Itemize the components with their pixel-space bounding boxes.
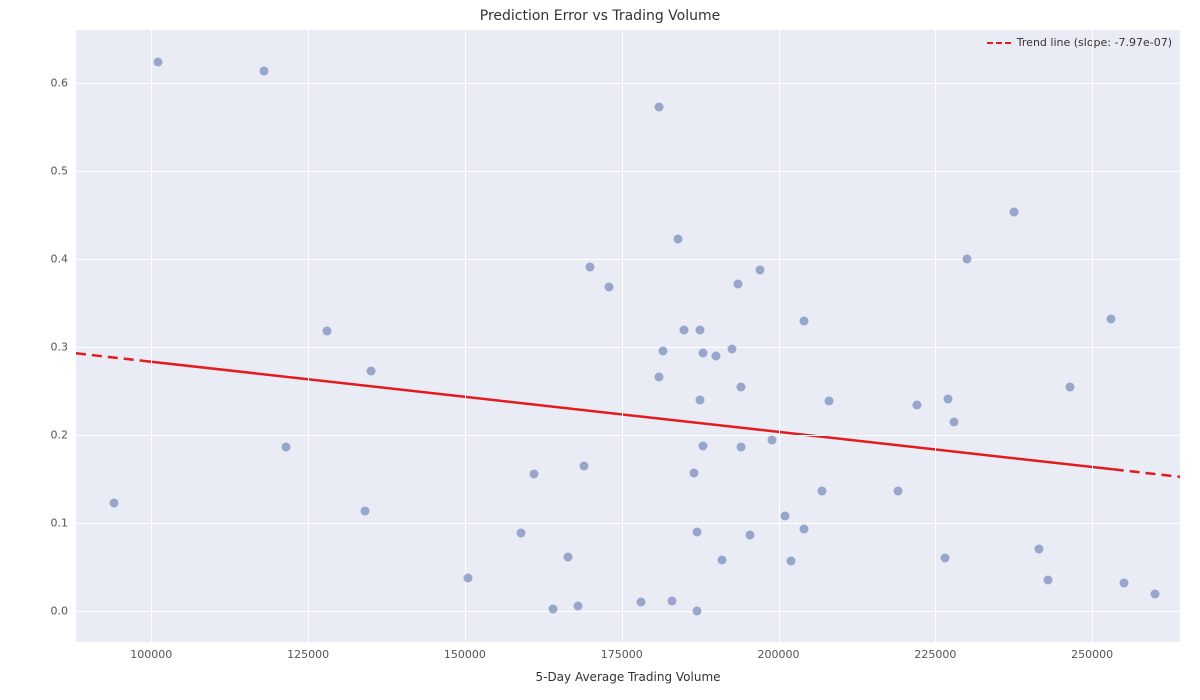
scatter-point bbox=[1034, 544, 1043, 553]
scatter-point bbox=[787, 556, 796, 565]
y-tick-label: 0.4 bbox=[51, 252, 69, 265]
gridline-y bbox=[76, 611, 1180, 612]
scatter-point bbox=[689, 468, 698, 477]
x-tick-label: 225000 bbox=[914, 648, 956, 661]
scatter-point bbox=[711, 351, 720, 360]
scatter-point bbox=[586, 262, 595, 271]
y-tick-label: 0.2 bbox=[51, 429, 69, 442]
scatter-point bbox=[736, 443, 745, 452]
legend-trend-swatch bbox=[987, 42, 1011, 44]
x-tick-label: 250000 bbox=[1071, 648, 1113, 661]
scatter-point bbox=[658, 347, 667, 356]
gridline-x bbox=[1092, 30, 1093, 642]
scatter-point bbox=[768, 436, 777, 445]
x-tick-label: 125000 bbox=[287, 648, 329, 661]
y-tick-label: 0.1 bbox=[51, 517, 69, 530]
gridline-y bbox=[76, 83, 1180, 84]
scatter-point bbox=[893, 486, 902, 495]
scatter-point bbox=[322, 327, 331, 336]
x-axis-label: 5-Day Average Trading Volume bbox=[535, 670, 720, 684]
scatter-point bbox=[674, 234, 683, 243]
gridline-x bbox=[935, 30, 936, 642]
scatter-point bbox=[548, 604, 557, 613]
scatter-point bbox=[366, 366, 375, 375]
trend-line-dashed bbox=[76, 353, 142, 360]
scatter-point bbox=[1150, 589, 1159, 598]
gridline-x bbox=[308, 30, 309, 642]
scatter-point bbox=[580, 461, 589, 470]
chart-title: Prediction Error vs Trading Volume bbox=[0, 8, 1200, 24]
figure: Prediction Error vs Trading Volume Trend… bbox=[0, 0, 1200, 700]
scatter-point bbox=[755, 265, 764, 274]
scatter-point bbox=[655, 102, 664, 111]
gridline-x bbox=[779, 30, 780, 642]
scatter-point bbox=[605, 283, 614, 292]
gridline-y bbox=[76, 347, 1180, 348]
scatter-point bbox=[153, 57, 162, 66]
gridline-x bbox=[465, 30, 466, 642]
scatter-point bbox=[799, 317, 808, 326]
scatter-point bbox=[718, 556, 727, 565]
scatter-point bbox=[780, 512, 789, 521]
scatter-point bbox=[655, 372, 664, 381]
scatter-point bbox=[746, 531, 755, 540]
scatter-point bbox=[636, 598, 645, 607]
scatter-point bbox=[699, 349, 708, 358]
scatter-point bbox=[943, 394, 952, 403]
y-tick-label: 0.0 bbox=[51, 605, 69, 618]
scatter-point bbox=[667, 596, 676, 605]
scatter-point bbox=[799, 525, 808, 534]
scatter-point bbox=[824, 396, 833, 405]
scatter-point bbox=[1044, 576, 1053, 585]
gridline-y bbox=[76, 435, 1180, 436]
x-tick-label: 150000 bbox=[444, 648, 486, 661]
scatter-point bbox=[517, 528, 526, 537]
gridline-y bbox=[76, 259, 1180, 260]
scatter-point bbox=[1119, 579, 1128, 588]
scatter-point bbox=[529, 469, 538, 478]
plot-area: Trend line (slope: -7.97e-07) 5-Day Aver… bbox=[76, 30, 1180, 642]
y-tick-label: 0.6 bbox=[51, 76, 69, 89]
scatter-point bbox=[564, 553, 573, 562]
scatter-point bbox=[912, 401, 921, 410]
scatter-point bbox=[727, 344, 736, 353]
scatter-point bbox=[696, 326, 705, 335]
trend-line-dashed bbox=[1114, 469, 1180, 476]
x-tick-label: 175000 bbox=[601, 648, 643, 661]
scatter-point bbox=[464, 573, 473, 582]
scatter-point bbox=[680, 326, 689, 335]
x-tick-label: 200000 bbox=[758, 648, 800, 661]
scatter-point bbox=[693, 607, 702, 616]
scatter-point bbox=[1009, 208, 1018, 217]
x-tick-label: 100000 bbox=[130, 648, 172, 661]
scatter-point bbox=[699, 441, 708, 450]
scatter-point bbox=[109, 498, 118, 507]
legend: Trend line (slope: -7.97e-07) bbox=[987, 36, 1172, 49]
scatter-point bbox=[1107, 314, 1116, 323]
legend-trend-label: Trend line (slope: -7.97e-07) bbox=[1017, 36, 1172, 49]
scatter-point bbox=[696, 395, 705, 404]
y-tick-label: 0.3 bbox=[51, 341, 69, 354]
gridline-x bbox=[151, 30, 152, 642]
trend-line bbox=[142, 361, 1114, 470]
scatter-point bbox=[282, 443, 291, 452]
gridline-y bbox=[76, 523, 1180, 524]
scatter-point bbox=[693, 527, 702, 536]
scatter-point bbox=[1066, 382, 1075, 391]
y-tick-label: 0.5 bbox=[51, 164, 69, 177]
scatter-point bbox=[260, 67, 269, 76]
scatter-point bbox=[573, 601, 582, 610]
scatter-point bbox=[360, 506, 369, 515]
scatter-point bbox=[736, 382, 745, 391]
scatter-point bbox=[962, 254, 971, 263]
scatter-point bbox=[733, 279, 742, 288]
gridline-y bbox=[76, 171, 1180, 172]
scatter-point bbox=[950, 417, 959, 426]
scatter-point bbox=[818, 486, 827, 495]
gridline-x bbox=[622, 30, 623, 642]
scatter-point bbox=[940, 554, 949, 563]
trend-line-svg bbox=[76, 30, 1180, 642]
